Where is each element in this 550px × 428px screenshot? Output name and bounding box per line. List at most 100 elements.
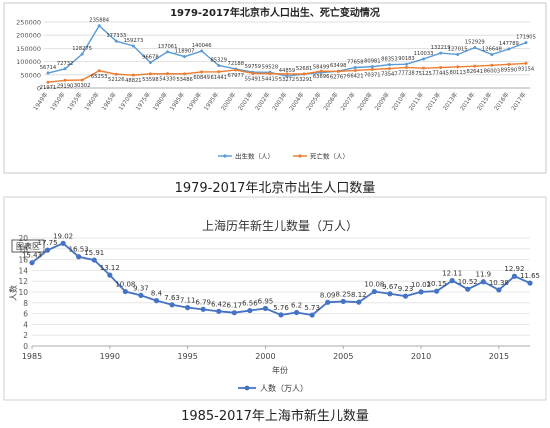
- y-tick-label: 50000: [20, 71, 41, 79]
- death-point: [387, 67, 391, 71]
- birth-point: [387, 63, 391, 67]
- newborn-point: [402, 293, 409, 299]
- newborn-point: [309, 312, 315, 318]
- death-data-label: 53486: [176, 77, 193, 83]
- death-data-label: 93154: [518, 66, 535, 72]
- x-tick-label: 1995: [177, 352, 197, 361]
- birth-data-label: 152929: [465, 40, 485, 46]
- y-tick-label: 250000: [16, 19, 41, 27]
- birth-point: [285, 74, 289, 78]
- newborn-point: [231, 310, 237, 316]
- death-data-label: 53272: [279, 77, 296, 83]
- birth-point: [422, 57, 426, 61]
- death-data-label: 53291: [296, 77, 313, 83]
- birth-point: [217, 63, 221, 67]
- birth-data-label: 235884: [89, 18, 110, 24]
- death-data-label: 48821: [125, 78, 142, 84]
- birth-data-label: 56714: [40, 65, 57, 71]
- y-tick-label: 4: [23, 320, 28, 329]
- birth-data-label: 52681: [296, 66, 313, 72]
- birth-data-label: 80981: [364, 59, 381, 65]
- beijing-chart-caption: 1979-2017年北京市出生人口数量: [174, 181, 376, 196]
- death-data-label: 73547: [381, 72, 398, 78]
- newborn-point: [76, 254, 82, 260]
- death-data-label: 54415: [262, 77, 279, 83]
- death-point: [456, 65, 460, 69]
- newborn-data-label: 6.17: [227, 302, 243, 310]
- death-data-label: 53598: [142, 77, 159, 83]
- newborn-point: [122, 288, 128, 295]
- chart-frame: [3, 196, 547, 401]
- death-data-label: 54330: [159, 77, 176, 83]
- birth-data-label: 128275: [72, 46, 92, 52]
- x-tick-label: 2005: [333, 352, 353, 361]
- newborn-point: [169, 302, 175, 308]
- newborn-data-label: 16.53: [69, 246, 89, 254]
- death-point: [200, 70, 204, 74]
- death-point: [422, 66, 426, 70]
- x-tick-label: 2015: [489, 352, 509, 361]
- newborn-data-label: 13.12: [100, 264, 120, 272]
- newborn-point: [340, 298, 346, 305]
- newborn-data-label: 11.65: [520, 272, 540, 280]
- birth-data-label: 132219: [431, 45, 451, 51]
- death-point: [336, 69, 340, 73]
- newborn-point: [200, 306, 206, 312]
- x-tick-label: 1985: [22, 352, 42, 361]
- birth-point: [148, 60, 152, 64]
- birth-point: [370, 65, 374, 69]
- legend-label: 死亡数（人）: [310, 152, 349, 161]
- x-tick-label: 2000: [255, 352, 275, 361]
- death-point: [439, 66, 443, 70]
- death-point: [63, 78, 67, 82]
- death-point: [285, 72, 289, 76]
- y-tick-label: 10: [18, 288, 28, 297]
- birth-point: [183, 55, 187, 59]
- death-point: [524, 61, 528, 65]
- death-data-label: 29190: [57, 83, 74, 89]
- death-data-label: 75125: [415, 71, 432, 77]
- newborn-data-label: 12.11: [442, 270, 462, 278]
- death-point: [114, 72, 118, 76]
- newborn-data-label: 17.75: [38, 239, 58, 247]
- birth-data-label: 177333: [106, 33, 126, 39]
- y-tick-label: 0: [37, 85, 41, 93]
- birth-data-label: 127015: [448, 46, 468, 52]
- newborn-data-label: 8.25: [335, 290, 351, 298]
- birth-data-label: 58499: [313, 65, 330, 71]
- newborn-data-label: 15.43: [22, 252, 42, 260]
- newborn-data-label: 9.23: [398, 285, 414, 293]
- newborn-point: [278, 312, 284, 318]
- newborn-point: [60, 240, 66, 246]
- newborn-data-label: 10.52: [458, 278, 478, 286]
- death-data-label: 21971: [40, 85, 57, 91]
- newborn-data-label: 11.9: [476, 271, 492, 279]
- newborn-data-label: 15.91: [84, 249, 104, 257]
- death-point: [490, 63, 494, 67]
- beijing-birth-death-chart: 1979-2017年北京市人口出生、死亡变动情况 0 50000 100000 1500…: [0, 0, 550, 176]
- birth-data-label: 126648: [482, 47, 502, 53]
- legend-label: 出生数（人）: [235, 152, 274, 161]
- newborn-point: [293, 309, 300, 316]
- newborn-data-label: 10.02: [411, 281, 431, 289]
- newborn-data-label: 5.73: [304, 304, 320, 312]
- death-data-label: 55491: [245, 76, 262, 82]
- newborn-point: [247, 307, 253, 314]
- birth-data-label: 63498: [330, 63, 347, 69]
- death-data-label: 66421: [347, 73, 364, 79]
- birth-point: [131, 44, 135, 48]
- newborn-data-label: 8.09: [320, 291, 336, 299]
- birth-data-label: 88353: [381, 57, 398, 63]
- birth-point: [166, 50, 169, 54]
- newborn-point: [138, 292, 144, 299]
- death-data-label: 30302: [74, 83, 91, 89]
- death-point: [405, 65, 408, 69]
- death-data-label: 67977: [228, 73, 245, 79]
- newborn-data-label: 6.79: [195, 298, 211, 306]
- death-data-label: 89590: [501, 67, 518, 73]
- birth-data-label: 44859: [279, 68, 296, 74]
- birth-data-label: 72188: [228, 61, 245, 67]
- death-data-label: 60849: [193, 75, 210, 81]
- newborn-data-label: 6.2: [291, 302, 302, 310]
